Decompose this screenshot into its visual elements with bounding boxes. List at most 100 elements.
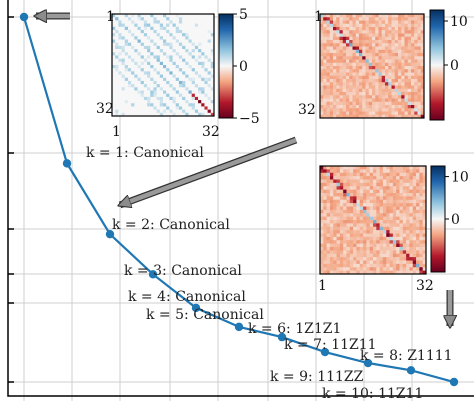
matrix-cell: [365, 53, 370, 57]
matrix-cell: [386, 267, 390, 271]
matrix-cell: [352, 101, 357, 106]
matrix-cell: [399, 203, 404, 207]
matrix-cell: [409, 267, 414, 271]
matrix-cell: [204, 33, 208, 37]
matrix-cell: [412, 236, 417, 241]
matrix-cell: [121, 23, 126, 28]
matrix-cell: [163, 52, 167, 56]
matrix-cell: [375, 33, 379, 38]
matrix-cell: [404, 40, 409, 44]
matrix-cell: [323, 182, 327, 187]
matrix-cell: [156, 58, 161, 63]
matrix-cell: [182, 61, 186, 66]
colorbar-tick-label: 0: [450, 58, 459, 74]
matrix-cell: [369, 206, 374, 211]
matrix-cell: [323, 267, 327, 271]
matrix-cell: [204, 55, 208, 59]
matrix-cell: [417, 56, 422, 60]
matrix-cell: [182, 17, 186, 21]
matrix-cell: [210, 45, 215, 50]
matrix-cell: [326, 209, 331, 214]
matrix-cell: [172, 55, 177, 59]
matrix-cell: [365, 105, 370, 109]
matrix-cell: [355, 114, 360, 119]
matrix-cell: [323, 166, 327, 170]
matrix-cell: [353, 182, 357, 187]
matrix-cell: [204, 74, 208, 79]
matrix-cell: [368, 98, 373, 103]
matrix-cell: [210, 80, 215, 85]
matrix-cell: [342, 43, 347, 47]
matrix-cell: [329, 14, 334, 18]
point-label-4: k = 4: Canonical: [128, 289, 246, 305]
matrix-cell: [381, 66, 386, 70]
matrix-cell: [396, 257, 400, 261]
matrix-cell: [140, 93, 145, 98]
matrix-cell: [127, 80, 132, 85]
matrix-cell: [185, 39, 189, 43]
matrix-cell: [147, 93, 151, 98]
matrix-cell: [169, 93, 173, 98]
matrix-cell: [386, 233, 390, 238]
matrix-cell: [188, 112, 192, 117]
matrix-cell: [363, 233, 367, 238]
matrix-cell: [339, 196, 344, 201]
matrix-cell: [385, 40, 389, 44]
matrix-cell: [363, 267, 367, 271]
matrix-cell: [201, 84, 205, 88]
matrix-cell: [343, 267, 347, 271]
matrix-cell: [131, 100, 135, 104]
matrix-cell: [112, 23, 116, 28]
matrix-cell: [389, 267, 394, 271]
matrix-cell: [382, 203, 387, 207]
matrix-cell: [399, 243, 404, 248]
matrix-cell: [163, 58, 167, 63]
matrix-cell: [124, 39, 129, 43]
matrix-cell: [343, 176, 347, 180]
matrix-cell: [166, 14, 170, 18]
matrix-cell: [320, 101, 324, 106]
matrix-cell: [323, 257, 327, 261]
matrix-cell: [416, 196, 420, 201]
matrix-cell: [362, 62, 366, 67]
matrix-cell: [131, 87, 135, 91]
matrix-cell: [159, 103, 164, 107]
matrix-cell: [118, 39, 122, 43]
matrix-cell: [356, 169, 361, 174]
matrix-cell: [373, 166, 377, 170]
matrix-cell: [333, 186, 337, 190]
matrix-cell: [416, 193, 420, 197]
matrix-cell: [399, 193, 404, 197]
matrix-cell: [182, 93, 186, 98]
matrix-cell: [207, 20, 212, 24]
matrix-cell: [399, 260, 404, 265]
matrix-cell: [407, 79, 412, 83]
matrix-cell: [121, 68, 126, 72]
matrix-cell: [326, 20, 331, 25]
matrix-cell: [404, 20, 409, 25]
matrix-cell: [172, 58, 177, 63]
matrix-cell: [359, 176, 364, 180]
matrix-cell: [412, 223, 417, 228]
matrix-cell: [343, 247, 347, 251]
matrix-cell: [121, 33, 126, 37]
matrix-cell: [396, 253, 400, 258]
matrix-cell: [124, 103, 129, 107]
matrix-cell: [323, 82, 327, 86]
matrix-cell: [131, 96, 135, 101]
matrix-cell: [356, 250, 361, 255]
matrix-cell: [417, 98, 422, 103]
matrix-cell: [412, 203, 417, 207]
matrix-cell: [339, 88, 344, 93]
matrix-cell: [323, 56, 327, 60]
matrix-cell: [346, 236, 351, 241]
matrix-cell: [404, 14, 409, 18]
matrix-cell: [359, 169, 364, 174]
matrix-cell: [134, 93, 138, 98]
matrix-cell: [398, 79, 402, 83]
matrix-cell: [329, 66, 334, 70]
matrix-cell: [182, 42, 186, 47]
matrix-cell: [359, 72, 363, 77]
matrix-cell: [112, 45, 116, 50]
matrix-cell: [339, 166, 344, 170]
